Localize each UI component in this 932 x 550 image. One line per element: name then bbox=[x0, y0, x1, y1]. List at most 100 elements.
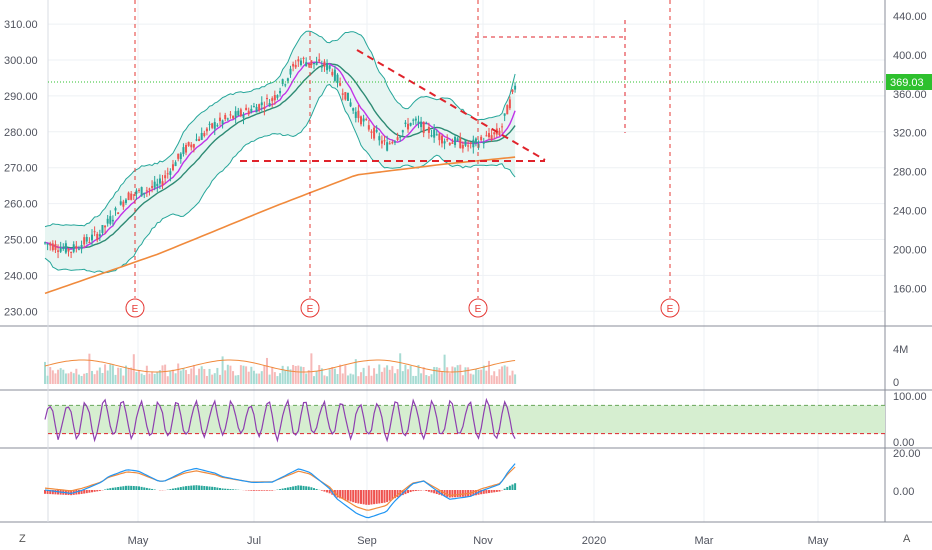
volume-bar bbox=[438, 367, 441, 384]
volume-bar bbox=[177, 363, 180, 384]
volume-bar bbox=[138, 369, 141, 384]
volume-bar bbox=[349, 373, 352, 384]
macd-histogram-bar bbox=[96, 490, 99, 492]
macd-histogram-bar bbox=[299, 485, 302, 490]
candle-body bbox=[401, 130, 404, 133]
macd-histogram-bar bbox=[482, 490, 485, 494]
volume-bar bbox=[396, 369, 399, 384]
candle-body bbox=[349, 102, 352, 107]
candle-body bbox=[242, 114, 245, 118]
macd-histogram-bar bbox=[461, 490, 464, 497]
volume-bar bbox=[127, 368, 130, 384]
candle-body bbox=[388, 143, 391, 145]
candle-body bbox=[292, 63, 295, 67]
volume-bar bbox=[229, 365, 232, 384]
candle-body bbox=[386, 142, 389, 151]
candle-body bbox=[237, 110, 240, 116]
left-axis-tick-label: 230.00 bbox=[4, 306, 38, 318]
macd-histogram-bar bbox=[265, 490, 268, 491]
candle-body bbox=[179, 153, 182, 160]
candle-body bbox=[260, 102, 263, 106]
volume-bar bbox=[367, 365, 370, 384]
candle-body bbox=[224, 115, 227, 120]
volume-bar bbox=[49, 367, 52, 384]
volume-bar bbox=[378, 364, 381, 384]
volume-bar bbox=[292, 364, 295, 384]
macd-histogram-bar bbox=[485, 490, 488, 494]
macd-histogram-bar bbox=[117, 486, 120, 490]
candle-body bbox=[417, 121, 420, 124]
candle-body bbox=[250, 108, 253, 113]
macd-histogram-bar bbox=[341, 490, 344, 500]
macd-histogram-bar bbox=[414, 490, 417, 491]
macd-histogram-bar bbox=[70, 490, 73, 496]
volume-bar bbox=[169, 371, 172, 384]
macd-histogram-bar bbox=[396, 490, 399, 498]
candle-body bbox=[318, 59, 321, 62]
earnings-marker-label: E bbox=[667, 304, 674, 315]
volume-bar bbox=[234, 375, 237, 384]
volume-bar bbox=[375, 373, 378, 384]
volume-bar bbox=[313, 376, 316, 384]
macd-histogram-bar bbox=[490, 490, 493, 493]
macd-histogram-bar bbox=[145, 487, 148, 490]
candle-body bbox=[234, 111, 237, 118]
macd-histogram-bar bbox=[250, 490, 253, 491]
volume-bar bbox=[370, 375, 373, 384]
macd-histogram-bar bbox=[213, 487, 216, 490]
candle-body bbox=[211, 123, 214, 128]
volume-bar bbox=[232, 371, 235, 384]
macd-histogram-bar bbox=[177, 487, 180, 490]
candle-body bbox=[195, 139, 198, 141]
macd-histogram-bar bbox=[114, 487, 117, 490]
macd-histogram-bar bbox=[326, 490, 329, 493]
macd-histogram-bar bbox=[448, 490, 451, 498]
volume-bar bbox=[67, 373, 70, 384]
macd-histogram-bar bbox=[211, 486, 214, 490]
auto-scale-button[interactable]: A bbox=[903, 533, 911, 545]
volume-bar bbox=[158, 370, 161, 384]
candle-body bbox=[182, 147, 185, 155]
macd-histogram-bar bbox=[205, 486, 208, 490]
volume-bar bbox=[161, 365, 164, 384]
volume-bar bbox=[135, 372, 138, 384]
right-axis-tick-label: 360.00 bbox=[893, 89, 927, 101]
candle-body bbox=[289, 68, 292, 75]
volume-bar bbox=[514, 374, 517, 384]
macd-histogram-bar bbox=[446, 490, 449, 497]
volume-bar bbox=[297, 365, 300, 384]
timezone-button[interactable]: Z bbox=[19, 533, 26, 545]
last-price-label: 369.03 bbox=[890, 77, 924, 89]
volume-bar bbox=[166, 376, 169, 384]
candle-body bbox=[156, 183, 159, 187]
candle-body bbox=[265, 98, 268, 100]
volume-axis-tick: 0 bbox=[893, 377, 899, 389]
macd-histogram-bar bbox=[386, 490, 389, 503]
volume-bar bbox=[477, 369, 480, 384]
macd-histogram-bar bbox=[203, 485, 206, 490]
candle-body bbox=[482, 142, 485, 144]
x-axis-tick-label: May bbox=[808, 535, 829, 547]
volume-bar bbox=[111, 365, 114, 384]
candle-body bbox=[158, 178, 161, 184]
macd-histogram-bar bbox=[336, 490, 339, 498]
macd-histogram-bar bbox=[88, 490, 91, 493]
volume-bar bbox=[117, 367, 120, 384]
macd-histogram-bar bbox=[323, 490, 326, 492]
volume-bar bbox=[263, 365, 266, 384]
volume-bar bbox=[59, 368, 62, 384]
volume-bar bbox=[459, 364, 462, 384]
macd-histogram-bar bbox=[263, 490, 266, 491]
macd-histogram-bar bbox=[503, 488, 506, 490]
candle-body bbox=[422, 121, 425, 134]
volume-bar bbox=[237, 375, 240, 384]
candle-body bbox=[185, 145, 188, 153]
volume-bar bbox=[289, 369, 292, 384]
left-axis-tick-label: 270.00 bbox=[4, 163, 38, 175]
macd-histogram-bar bbox=[98, 490, 101, 491]
candle-body bbox=[190, 144, 193, 148]
candle-body bbox=[440, 135, 443, 144]
volume-bar bbox=[305, 373, 308, 384]
